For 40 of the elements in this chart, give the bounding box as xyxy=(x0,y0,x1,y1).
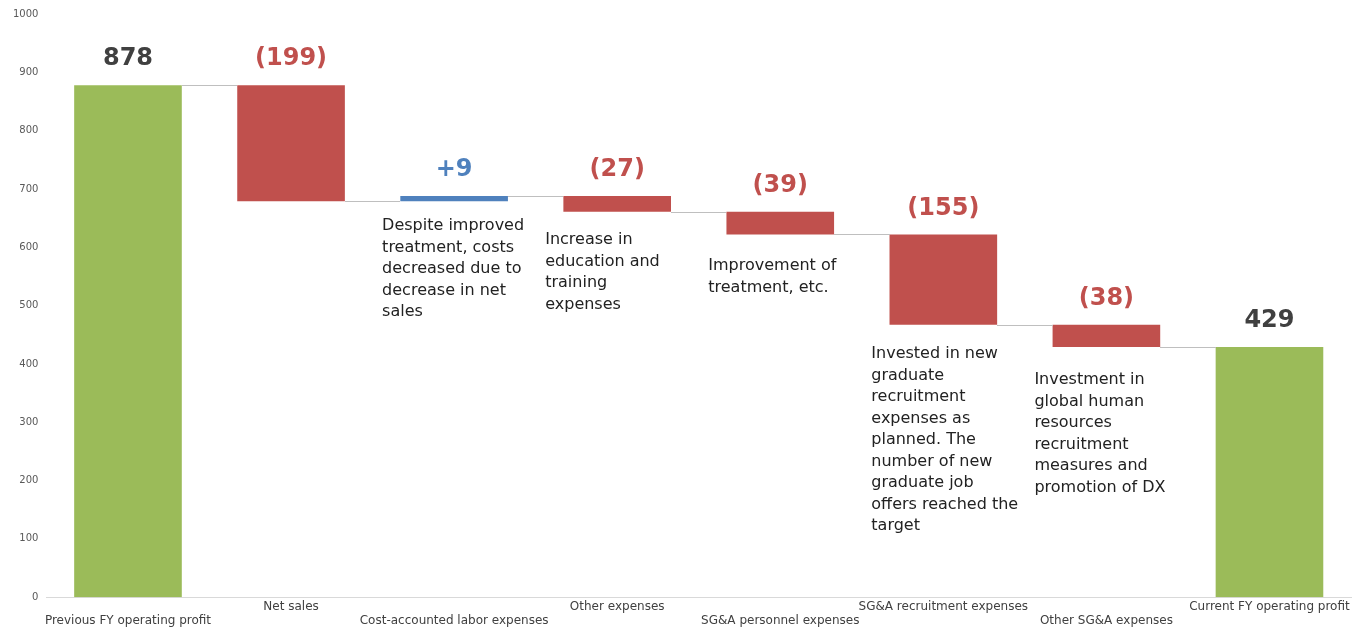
y-tick-label: 200 xyxy=(19,474,39,486)
data-label: 878 xyxy=(102,43,154,72)
bar xyxy=(563,195,671,212)
x-tick-label: SG&A recruitment expenses xyxy=(858,598,1029,613)
x-tick-label: Cost-accounted labor expenses xyxy=(359,612,549,627)
x-tick-label: Previous FY operating profit xyxy=(44,612,212,627)
data-label: (199) xyxy=(255,43,328,72)
text: Invested in new graduate recruitment expenses as planned. The number of new graduate job offers reached the target xyxy=(871,343,1019,535)
y-tick-label: 900 xyxy=(19,65,39,77)
y-tick-label: 0 xyxy=(32,590,39,602)
bar xyxy=(1215,347,1324,598)
data-label: (38) xyxy=(1078,283,1135,312)
annotation: Increase in education and training expenses xyxy=(545,229,660,313)
bar xyxy=(74,85,182,598)
y-tick-label: 1000 xyxy=(13,7,39,19)
data-label: 429 xyxy=(1244,305,1295,334)
annotation: Improvement of treatment, etc. xyxy=(708,255,837,296)
bar xyxy=(237,85,345,202)
bar xyxy=(726,211,835,235)
bar xyxy=(889,234,998,325)
data-label: (155) xyxy=(907,192,980,221)
data-label: +9 xyxy=(435,154,473,183)
x-tick-label: SG&A personnel expenses xyxy=(701,612,860,627)
annotation: Investment in global human resources recruitment measures and promotion of DX xyxy=(1034,369,1166,496)
y-tick-label: 800 xyxy=(19,124,39,136)
bar xyxy=(400,195,508,202)
bar xyxy=(1052,324,1161,348)
x-tick-label: Other SG&A expenses xyxy=(1039,612,1173,627)
annotation: Despite improved treatment, costs decreased due to decrease in net sales xyxy=(382,215,525,321)
y-tick-label: 600 xyxy=(19,240,39,252)
data-label: (39) xyxy=(752,169,808,198)
y-tick-label: 300 xyxy=(19,415,39,427)
x-tick-label: Current FY operating profit xyxy=(1189,598,1351,613)
y-tick-label: 100 xyxy=(19,532,39,544)
x-tick-label: Net sales xyxy=(263,598,319,613)
y-tick-label: 700 xyxy=(19,182,39,194)
data-label: (27) xyxy=(589,154,645,183)
y-tick-label: 400 xyxy=(19,357,39,369)
x-tick-label: Other expenses xyxy=(569,598,665,613)
y-tick-label: 500 xyxy=(19,299,39,311)
